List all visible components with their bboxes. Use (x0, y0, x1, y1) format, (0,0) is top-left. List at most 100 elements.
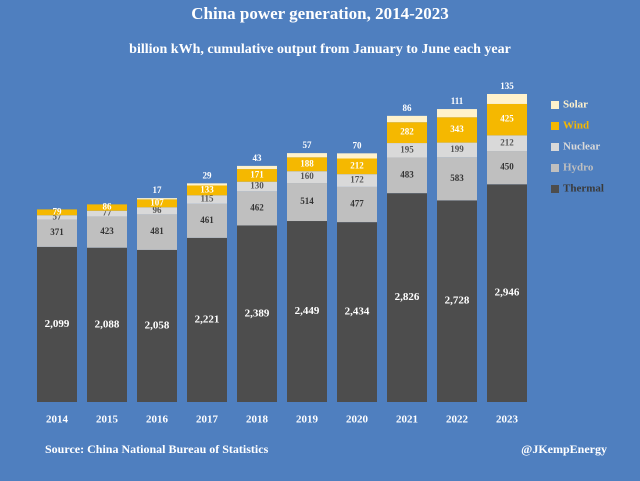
legend-swatch (551, 101, 559, 109)
data-label: 29 (203, 170, 213, 180)
data-label: 57 (303, 140, 313, 150)
data-label: 461 (200, 215, 214, 225)
bar-segment (37, 209, 77, 216)
bar-segment (287, 171, 327, 184)
bar-segment (187, 203, 227, 238)
data-label: 212 (350, 160, 364, 170)
x-tick-label: 2019 (296, 414, 319, 426)
data-label: 160 (300, 171, 314, 181)
bar-segment (187, 183, 227, 186)
legend-label: Thermal (563, 183, 604, 195)
x-tick-label: 2018 (246, 414, 269, 426)
data-label: 57 (53, 211, 63, 221)
data-label: 77 (103, 208, 113, 218)
bar-segment (337, 186, 377, 223)
bar-segment (437, 109, 477, 118)
data-label: 86 (403, 103, 413, 113)
bar-segment (187, 237, 227, 402)
bar-segment (437, 157, 477, 201)
bar-segment (137, 199, 177, 208)
legend-label: Solar (563, 99, 588, 111)
bar-segment (37, 215, 77, 220)
data-label: 2,434 (345, 306, 370, 318)
bar-segment (87, 216, 127, 248)
data-label: 462 (250, 202, 264, 212)
bar-segment (237, 181, 277, 192)
credit: @JKempEnergy (521, 442, 607, 456)
data-label: 450 (500, 162, 514, 172)
bar-segment (237, 191, 277, 226)
x-tick-label: 2017 (196, 414, 219, 426)
x-tick-label: 2023 (496, 414, 519, 426)
data-label: 70 (353, 140, 363, 150)
x-tick-label: 2015 (96, 414, 119, 426)
data-label: 212 (500, 137, 514, 147)
data-label: 172 (350, 175, 364, 185)
bar-segment (287, 157, 327, 172)
chart-title: China power generation, 2014-2023 (191, 4, 449, 23)
data-label: 425 (500, 114, 514, 124)
data-label: 2,389 (245, 307, 270, 319)
bar-segment (487, 184, 527, 402)
bar-segment (437, 117, 477, 143)
bar-segment (337, 158, 377, 175)
data-label: 514 (300, 196, 314, 206)
data-label: 423 (100, 226, 114, 236)
data-label: 483 (400, 169, 414, 179)
data-label: 188 (300, 158, 314, 168)
bar-segment (287, 153, 327, 158)
bar-segment (387, 115, 427, 123)
bar-segment (187, 185, 227, 196)
bar-segment (87, 247, 127, 402)
bar-segment (387, 122, 427, 144)
bar-segment (37, 246, 77, 402)
bar-segment (487, 93, 527, 104)
bar-segment (337, 153, 377, 159)
data-label: 583 (450, 173, 464, 183)
legend-label: Nuclear (563, 141, 600, 153)
x-tick-label: 2014 (46, 414, 69, 426)
data-label: 171 (250, 169, 264, 179)
legend-swatch (551, 164, 559, 172)
chart-subtitle: billion kWh, cumulative output from Janu… (129, 42, 511, 57)
bar-segment (287, 183, 327, 222)
data-label: 2,221 (195, 313, 220, 325)
data-label: 2,449 (295, 305, 320, 317)
bar-segment (287, 221, 327, 402)
data-label: 107 (150, 197, 164, 207)
x-tick-label: 2016 (146, 414, 169, 426)
data-label: 195 (400, 144, 414, 154)
legend-swatch (551, 143, 559, 151)
legend-swatch (551, 122, 559, 130)
bar-segment (137, 214, 177, 250)
bar-segment (37, 219, 77, 247)
bar-segment (387, 143, 427, 158)
legend-label: Wind (563, 120, 589, 132)
bar-segment (237, 165, 277, 170)
bar-segment (337, 174, 377, 187)
data-label: 111 (451, 96, 464, 106)
bar-segment (237, 225, 277, 402)
data-label: 371 (50, 227, 64, 237)
bar-segment (87, 204, 127, 211)
data-label: 135 (500, 81, 514, 91)
bar-segment (237, 169, 277, 182)
data-label: 282 (400, 127, 414, 137)
x-tick-label: 2021 (396, 414, 418, 426)
bar-segment (87, 210, 127, 217)
data-label: 2,728 (445, 295, 470, 307)
data-label: 2,099 (45, 318, 70, 330)
data-label: 477 (350, 199, 364, 209)
data-label: 133 (200, 184, 214, 194)
data-label: 96 (153, 205, 163, 215)
data-label: 17 (153, 185, 163, 195)
data-label: 130 (250, 181, 264, 191)
bar-segment (437, 142, 477, 158)
bar-segment (137, 249, 177, 402)
source: Source: China National Bureau of Statist… (45, 442, 269, 456)
bar-segment (187, 195, 227, 204)
legend-swatch (551, 185, 559, 193)
bar-segment (487, 151, 527, 185)
bar-segment (487, 135, 527, 152)
